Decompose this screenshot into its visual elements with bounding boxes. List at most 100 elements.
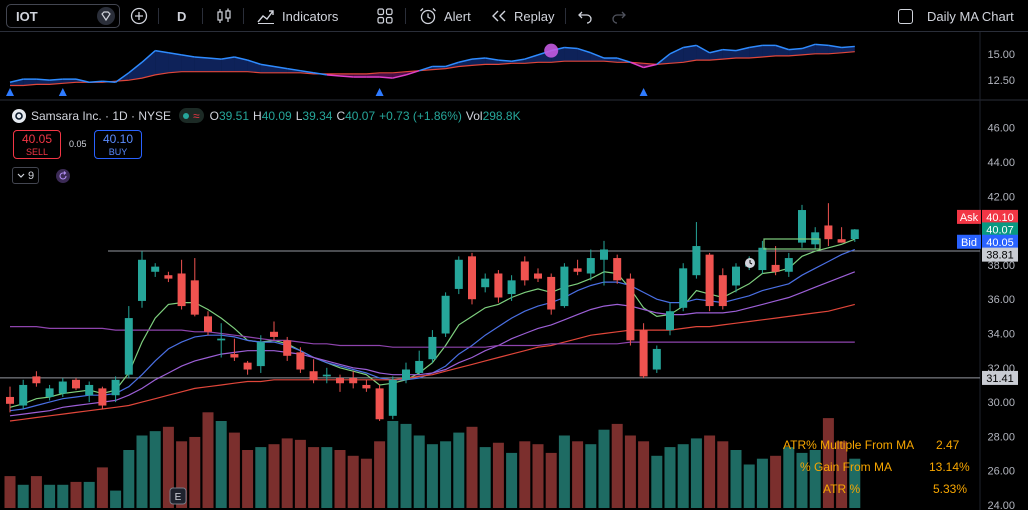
candle: [190, 258, 199, 317]
candle-body: [164, 275, 173, 279]
candle-body: [494, 273, 503, 298]
daily-ma-label: Daily MA Chart: [927, 8, 1014, 24]
refresh-icon[interactable]: [56, 168, 70, 183]
volume-bar: [849, 458, 861, 508]
symbol-gem-icon[interactable]: [97, 7, 115, 25]
signal-triangle: [375, 88, 384, 96]
sell-button[interactable]: 40.05 SELL: [13, 130, 61, 159]
volume-bar: [572, 441, 584, 508]
oscillator-main-line: [194, 56, 209, 59]
rewind-icon: [492, 10, 506, 22]
oscillator-main-line: [313, 72, 327, 76]
oscillator-fill: [181, 54, 195, 72]
volume-bar: [228, 432, 240, 508]
interval-button[interactable]: D: [177, 8, 187, 24]
candle-body: [771, 264, 780, 272]
open-value: 39.51: [218, 108, 250, 123]
toolbar-divider: [243, 8, 244, 24]
oscillator-fill: [128, 62, 142, 81]
candle-body: [204, 316, 212, 332]
oscillator-main-line: [379, 76, 393, 79]
oscillator-main-line: [155, 49, 169, 54]
candle: [811, 227, 820, 250]
candle-body: [679, 268, 688, 308]
moving-average-line: [9, 303, 855, 422]
oscillator-fill: [234, 56, 248, 72]
alert-button[interactable]: Alert: [418, 0, 471, 32]
volume-bar: [426, 444, 438, 508]
oscillator-main-line: [168, 52, 182, 56]
volume-bar: [96, 467, 108, 508]
oscillator-main-line: [683, 44, 697, 49]
candle-body: [850, 229, 859, 240]
volume-bar: [677, 444, 689, 508]
oscillator-main-line: [260, 63, 275, 68]
undo-button[interactable]: [577, 0, 593, 32]
volume-bar: [70, 481, 82, 508]
candle-body: [758, 247, 767, 271]
price-tick-label: 38.00: [987, 260, 1015, 272]
candle: [45, 384, 54, 401]
volume-bar: [360, 458, 372, 508]
candle: [850, 229, 859, 242]
daily-ma-checkbox[interactable]: [898, 8, 913, 24]
candle-body: [138, 259, 146, 301]
indicators-button[interactable]: Indicators: [256, 0, 338, 32]
oscillator-fill: [762, 45, 776, 57]
high-value: 40.09: [261, 108, 292, 123]
candle: [375, 384, 384, 421]
candle: [520, 256, 529, 286]
line-lower-price: 31.41: [986, 373, 1014, 385]
oscillator-main-line: [247, 59, 262, 66]
oscillator-main-line: [287, 67, 301, 72]
market-open-dot-icon: [183, 112, 190, 119]
candle: [283, 336, 292, 361]
oscillator-fill: [10, 79, 24, 86]
replay-button[interactable]: Replay: [490, 0, 554, 32]
horizontal-lines: [0, 250, 980, 379]
volume-bar: [4, 476, 16, 508]
oscillator-fill: [168, 52, 182, 73]
wave-icon: ≈: [193, 108, 200, 123]
buy-button[interactable]: 40.10 BUY: [94, 130, 142, 159]
indicators-label: Indicators: [282, 8, 339, 24]
candle: [217, 323, 226, 358]
chart-type-button[interactable]: [215, 0, 233, 32]
candle-body: [798, 210, 806, 243]
gain-from-ma-label: % Gain From MA: [800, 460, 893, 474]
volume-bar: [268, 444, 280, 508]
candle-body: [124, 318, 133, 375]
candle: [138, 251, 146, 308]
daily-ma-toggle[interactable]: Daily MA Chart: [898, 0, 1014, 32]
oscillator-main-line: [102, 80, 116, 84]
symbol-search[interactable]: IOT: [6, 4, 120, 28]
gain-from-ma-value: 13.14%: [929, 460, 970, 474]
signal-circle: [544, 43, 559, 58]
candle-body: [613, 258, 622, 281]
indicators-collapse-button[interactable]: 9: [12, 167, 39, 184]
candle-body: [441, 295, 450, 334]
market-status-pill[interactable]: ≈: [179, 108, 204, 123]
oscillator-main-line: [141, 50, 156, 63]
line-upper-price-bg: [982, 247, 1018, 262]
oscillator-main-line: [339, 75, 354, 78]
candle: [758, 240, 767, 274]
volume-bar: [783, 447, 795, 508]
candle-body: [534, 273, 542, 279]
candle: [336, 374, 344, 392]
redo-button[interactable]: [611, 0, 627, 32]
candle-body: [600, 249, 608, 260]
oscillator-main-line: [749, 44, 763, 49]
oscillator-fill: [670, 47, 684, 64]
oscillator-fill: [392, 71, 406, 79]
volume-bar: [400, 423, 412, 508]
candle: [177, 259, 186, 310]
templates-button[interactable]: [376, 0, 394, 32]
oscillator-fill: [775, 45, 789, 56]
compare-button[interactable]: [130, 0, 148, 32]
candle: [6, 386, 14, 413]
symbol-description[interactable]: Samsara Inc. · 1D · NYSE: [31, 108, 172, 123]
earnings-marker[interactable]: E: [169, 487, 187, 505]
candle: [428, 330, 437, 363]
